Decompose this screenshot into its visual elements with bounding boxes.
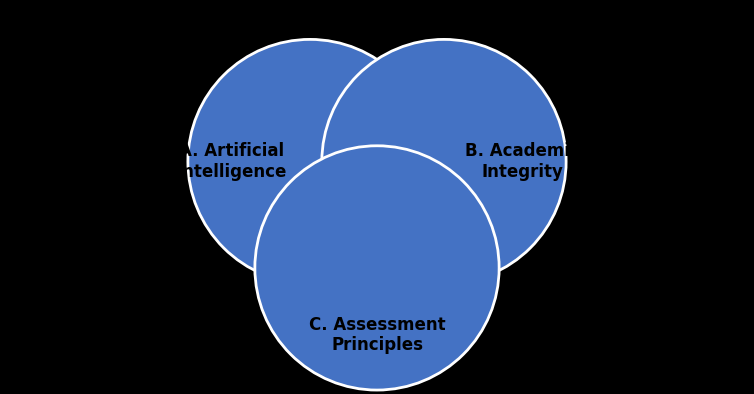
Circle shape bbox=[322, 39, 566, 284]
Circle shape bbox=[255, 146, 499, 390]
Text: C. Assessment
Principles: C. Assessment Principles bbox=[308, 316, 446, 354]
Circle shape bbox=[188, 39, 432, 284]
Text: B. Academic
Integrity: B. Academic Integrity bbox=[465, 142, 580, 181]
Text: A. Artificial
Intelligence: A. Artificial Intelligence bbox=[176, 142, 287, 181]
